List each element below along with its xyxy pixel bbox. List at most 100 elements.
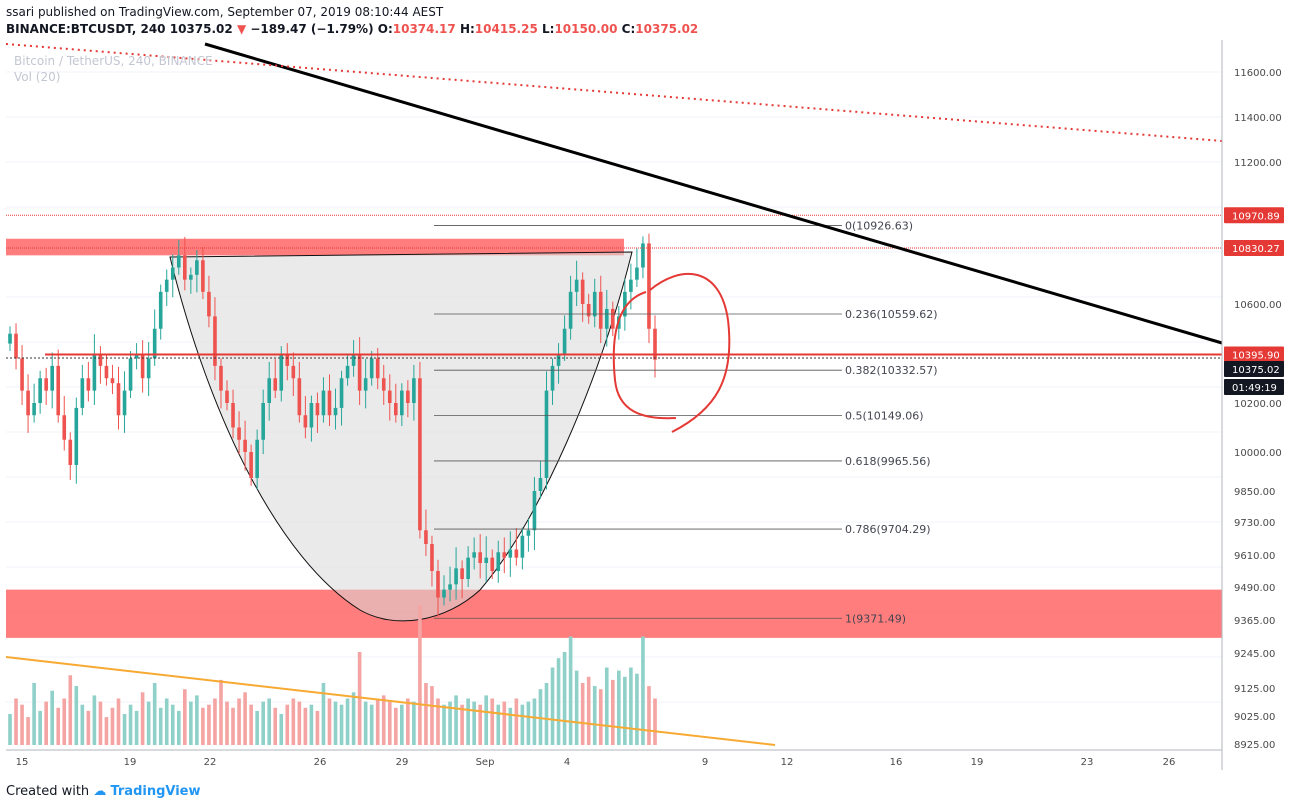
volume-bar: [158, 707, 163, 745]
volume-bar: [309, 704, 314, 745]
time-tick: 26: [314, 757, 327, 768]
candle-body: [375, 358, 380, 379]
trend-lines[interactable]: [5, 42, 1223, 746]
volume-bar: [140, 692, 145, 745]
fib-label: 0.5(10149.06): [845, 409, 924, 422]
candle-body: [8, 333, 12, 344]
tradingview-logo-icon: ☁: [93, 784, 107, 799]
candle-body: [303, 415, 308, 428]
volume-bar: [195, 695, 199, 745]
candle-body: [562, 328, 567, 354]
volume-bar: [568, 636, 573, 745]
candle-body: [116, 383, 121, 416]
high-value: 10415.25: [474, 22, 538, 36]
candle-body: [20, 358, 24, 391]
volume-bar: [56, 707, 61, 745]
candle-body: [406, 390, 410, 403]
candle-body: [604, 308, 609, 329]
candle-body: [225, 390, 229, 403]
volume-bar: [345, 698, 350, 745]
time-axis[interactable]: 15 19 22 26 29 Sep 4 9 12 16 19 23 26: [6, 749, 1222, 768]
candle-body: [110, 378, 115, 384]
volume-bar: [92, 695, 97, 745]
volume-bar: [219, 679, 223, 745]
volume-bar: [629, 667, 633, 745]
volume-bar: [86, 710, 91, 745]
volume-bar: [526, 701, 531, 745]
change-value: −189.47 (−1.79%): [250, 22, 374, 36]
candle-body: [104, 365, 109, 379]
volume-bar: [237, 698, 241, 745]
volume-bar: [183, 689, 187, 745]
volume-bar: [653, 698, 657, 745]
candle-body: [219, 365, 223, 391]
volume-bar: [333, 701, 338, 745]
price-tick: 9025.00: [1234, 712, 1275, 723]
candle-body: [128, 358, 133, 391]
price-tick: 10200.00: [1234, 399, 1282, 410]
volume-bar: [357, 652, 362, 745]
price-axis[interactable]: 11600.00 11400.00 11200.00 10830.27 10600.00…: [1221, 40, 1284, 770]
candle-body: [418, 378, 422, 531]
candle-body: [56, 365, 61, 416]
volume-bar: [496, 704, 501, 745]
fib-retracement[interactable]: 0(10926.63) 0.236(10559.62) 0.382(10332.57…: [434, 220, 938, 626]
time-tick: 19: [124, 757, 137, 768]
volume-bar: [20, 704, 24, 745]
volume-bar: [623, 676, 627, 745]
candle-body: [460, 568, 464, 579]
candle-body: [309, 403, 314, 428]
created-with-label: Created with: [6, 784, 90, 799]
time-tick: 29: [396, 757, 409, 768]
candle-body: [213, 316, 217, 366]
candle-body: [315, 403, 320, 416]
tradingview-brand[interactable]: TradingView: [110, 784, 201, 799]
candle-body: [285, 353, 290, 366]
close-label: C:: [621, 22, 636, 36]
price-tick: 10000.00: [1234, 448, 1282, 459]
volume-bar: [502, 701, 507, 745]
volume-bar: [641, 636, 645, 745]
candle-body: [122, 390, 127, 416]
volume-bar: [393, 707, 398, 745]
price-label: 10970.89: [1232, 211, 1280, 222]
candle-body: [231, 403, 235, 428]
candle-body: [183, 255, 187, 280]
volume-bar: [544, 683, 549, 745]
volume-bar: [387, 701, 392, 745]
volume-bar: [285, 704, 290, 745]
chart-legend-title: Bitcoin / TetherUS, 240, BINANCE: [14, 54, 213, 68]
price-label-bg: [1224, 240, 1284, 256]
candle-body: [26, 390, 30, 416]
volume-bar: [418, 605, 422, 745]
candle-body: [629, 279, 633, 292]
candle-body: [164, 279, 169, 292]
volume-bar: [231, 707, 235, 745]
time-tick: Sep: [476, 757, 495, 768]
volume-bar: [484, 695, 489, 745]
close-value: 10375.02: [635, 22, 699, 36]
price-tick: 9850.00: [1234, 487, 1275, 498]
candle-body: [195, 260, 199, 275]
volume-bar: [104, 717, 109, 745]
zones-layer: [6, 238, 1222, 638]
volume-bar: [189, 701, 193, 745]
volume-bar: [369, 704, 374, 745]
candle-body: [635, 267, 639, 280]
volume-bar: [442, 704, 446, 745]
candle-body: [140, 353, 145, 379]
price-tick: 11600.00: [1234, 68, 1282, 79]
volume-bar: [62, 698, 67, 745]
candle-body: [508, 549, 513, 558]
candle-body: [176, 255, 181, 268]
candle-body: [653, 328, 657, 360]
volume-bar: [448, 701, 452, 745]
candle-body: [327, 390, 332, 416]
volume-bar: [255, 710, 259, 745]
symbol-label[interactable]: BINANCE:BTCUSDT, 240: [6, 22, 166, 36]
open-value: 10374.17: [392, 22, 456, 36]
candle-body: [152, 328, 157, 359]
time-tick: 26: [1163, 757, 1176, 768]
volume-bar: [610, 679, 615, 745]
